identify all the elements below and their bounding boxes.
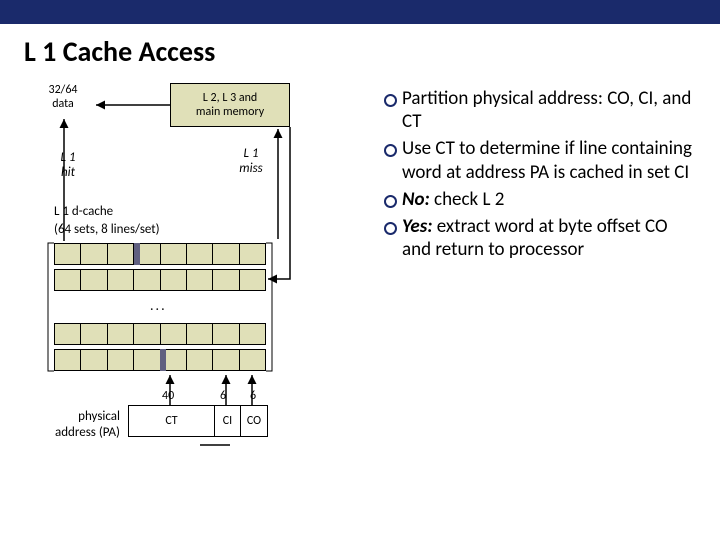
- pa-label: physical address (PA): [30, 409, 120, 440]
- cache-set-row: [54, 243, 266, 265]
- memory-box: L 2, L 3 and main memory: [170, 83, 290, 127]
- top-bar: [0, 0, 720, 24]
- dcache-label-2: (64 sets, 8 lines/set): [54, 219, 254, 239]
- data-box-l1: 32/64: [49, 84, 78, 98]
- bullet-label: No:: [402, 188, 430, 211]
- bullet-item: Use CT to determine if line containing w…: [380, 137, 696, 183]
- bullet-item: No: check L 2: [380, 188, 696, 211]
- bits-co: 6: [250, 389, 256, 403]
- cache-set-row: [54, 269, 266, 291]
- bits-ci: 6: [220, 389, 226, 403]
- data-box: 32/64 data: [34, 79, 92, 117]
- memory-box-l2: main memory: [196, 105, 264, 119]
- bits-ct: 40: [162, 389, 174, 403]
- bullet-text: Use CT to determine if line containing w…: [402, 137, 692, 183]
- bullet-text: check L 2: [430, 188, 505, 211]
- physical-address: CT CI CO: [128, 405, 268, 437]
- diagram-panel: 32/64 data L 2, L 3 and main memory L 1 …: [0, 69, 380, 509]
- memory-box-l1: L 2, L 3 and: [203, 91, 257, 105]
- bullet-item: Partition physical address: CO, CI, and …: [380, 87, 696, 133]
- dcache-label-1: L 1 d-cache: [54, 201, 234, 221]
- pa-seg-ci: CI: [215, 406, 241, 436]
- block-mark: [160, 349, 166, 371]
- cache-set-row: [54, 323, 266, 345]
- l1hit-l1: L 1: [61, 150, 76, 165]
- bullet-text: extract word at byte offset CO and retur…: [402, 215, 668, 261]
- l1miss-l1: L 1: [244, 146, 259, 161]
- pa-label-l2: address (PA): [30, 425, 120, 441]
- content-area: 32/64 data L 2, L 3 and main memory L 1 …: [0, 69, 720, 509]
- slide-title: L 1 Cache Access: [24, 34, 720, 69]
- set-ellipsis: ...: [150, 297, 167, 314]
- l1-miss-label: L 1 miss: [228, 143, 274, 179]
- data-box-l2: data: [52, 98, 74, 112]
- block-mark: [134, 243, 140, 265]
- pa-seg-ct: CT: [129, 406, 215, 436]
- l1hit-l2: hit: [61, 165, 75, 180]
- bullet-label: Yes:: [402, 215, 432, 238]
- l1miss-l2: miss: [239, 161, 262, 176]
- pa-seg-co: CO: [241, 406, 267, 436]
- l1-hit-label: L 1 hit: [48, 147, 88, 183]
- bullet-text: Partition physical address: CO, CI, and …: [402, 87, 691, 133]
- pa-label-l1: physical: [30, 409, 120, 425]
- bullet-item: Yes: extract word at byte offset CO and …: [380, 215, 696, 261]
- text-panel: Partition physical address: CO, CI, and …: [380, 69, 720, 509]
